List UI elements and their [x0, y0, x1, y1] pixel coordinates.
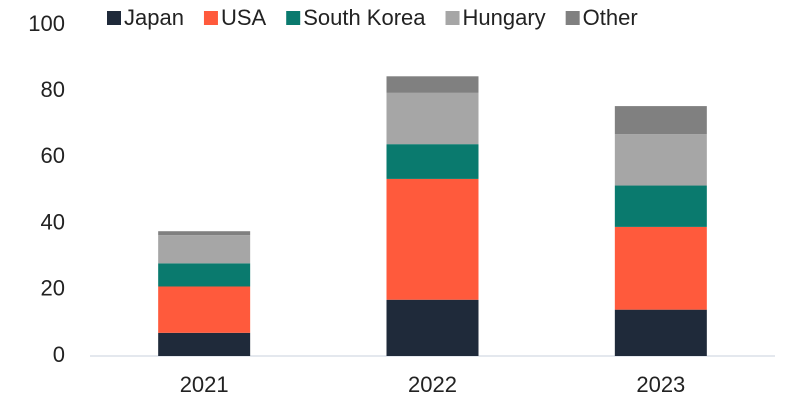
bar-segment: [614, 185, 707, 227]
bar-segment: [614, 309, 707, 356]
legend-label: Other: [583, 5, 638, 30]
legend-swatch: [445, 11, 460, 25]
legend-swatch: [286, 11, 301, 25]
legend-swatch: [565, 11, 580, 25]
bar-segment: [158, 286, 251, 333]
y-tick-label: 20: [41, 276, 65, 301]
bar-segment: [386, 92, 479, 145]
bar-segment: [386, 76, 479, 93]
y-tick-label: 80: [41, 77, 65, 102]
x-tick-label: 2021: [180, 372, 229, 397]
y-tick-label: 0: [53, 342, 65, 367]
x-tick-label: 2022: [408, 372, 457, 397]
x-tick-label: 2023: [636, 372, 685, 397]
bar-segment: [158, 263, 251, 287]
y-tick-label: 40: [41, 209, 65, 234]
y-tick-label: 60: [41, 143, 65, 168]
bar-segment: [386, 178, 479, 300]
legend-label: Japan: [124, 5, 184, 30]
legend-label: USA: [221, 5, 267, 30]
legend-swatch: [107, 11, 121, 25]
bar-segment: [614, 106, 707, 135]
legend-swatch: [203, 11, 218, 25]
legend-label: Hungary: [463, 5, 546, 30]
y-tick-label: 100: [28, 11, 65, 36]
bar-segment: [614, 134, 707, 186]
bar-segment: [158, 332, 251, 356]
bar-segment: [614, 226, 707, 310]
bar-segment: [386, 144, 479, 179]
bar-segment: [386, 299, 479, 356]
bar-segment: [158, 235, 251, 264]
bar-segment: [158, 231, 251, 236]
legend-label: South Korea: [303, 5, 426, 30]
